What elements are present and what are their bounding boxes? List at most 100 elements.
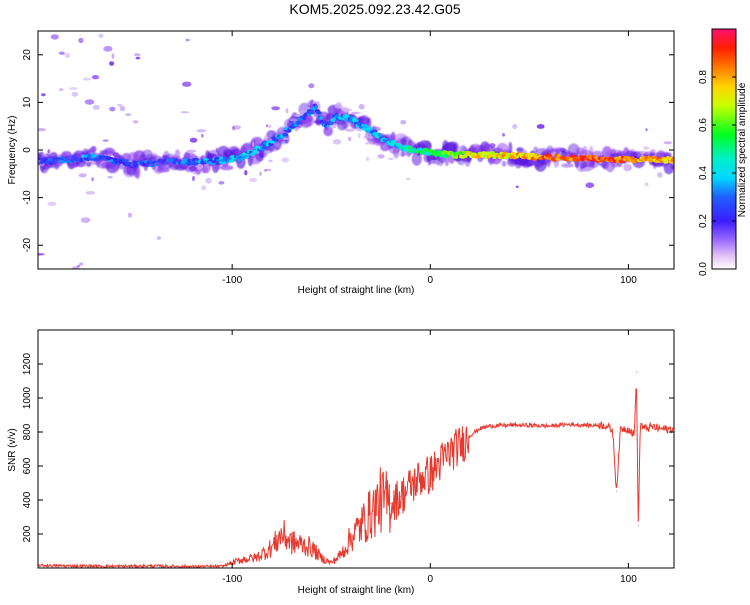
ridge-core-spot — [295, 121, 302, 125]
noise-spot — [266, 168, 272, 172]
snr-y-tick-label: 800 — [22, 423, 33, 440]
noise-spot — [299, 110, 306, 115]
noise-spot — [400, 119, 407, 125]
noise-spot — [180, 111, 190, 114]
snr-y-tick-label: 1200 — [22, 352, 33, 375]
noise-spot — [201, 133, 204, 138]
noise-spot — [109, 61, 115, 66]
ridge-core-spot — [319, 119, 325, 124]
ridge-core-spot — [91, 153, 97, 157]
noise-spot — [186, 149, 197, 153]
snr-point — [659, 428, 661, 430]
noise-spot — [335, 102, 342, 105]
snr-point — [469, 434, 471, 436]
colorbar: 0.0 0.2 0.4 0.6 0.8 Normalized spectral ampl… — [698, 28, 748, 276]
colorbar-tick-label: 0.2 — [698, 214, 709, 228]
colorbar-tick-label: 0.8 — [698, 70, 709, 84]
snr-plot-area — [38, 330, 674, 568]
noise-spot — [117, 103, 123, 107]
snr-point — [667, 428, 669, 430]
noise-spot — [348, 136, 352, 142]
ridge-halo-spot — [201, 161, 211, 174]
snr-point — [380, 499, 382, 501]
noise-spot — [358, 103, 365, 110]
snr-y-tick-label: 600 — [22, 457, 33, 474]
noise-spot — [259, 171, 262, 176]
ridge-core-spot — [302, 116, 307, 121]
snr-point — [360, 524, 362, 527]
noise-spot — [111, 53, 115, 59]
snr-point — [320, 557, 322, 559]
snr-point — [221, 565, 223, 567]
ridge-core-spot — [454, 155, 459, 159]
ridge-core-spot — [149, 159, 153, 164]
ridge-core-spot — [113, 157, 118, 162]
noise-spot — [232, 125, 235, 131]
noise-spot — [102, 139, 109, 142]
snr-point — [615, 490, 618, 493]
snr-point — [479, 428, 481, 430]
noise-spot — [84, 99, 95, 105]
noise-spot — [244, 170, 248, 176]
noise-spot — [76, 264, 81, 268]
noise-spot — [643, 146, 649, 150]
noise-spot — [365, 142, 370, 145]
noise-spot — [312, 101, 319, 105]
snr-point — [548, 425, 550, 427]
spectrogram-y-tick-label: -10 — [22, 190, 33, 205]
noise-spot — [58, 51, 65, 55]
ridge-core-spot — [261, 145, 269, 150]
ridge-core-spot — [282, 132, 289, 137]
noise-spot — [357, 133, 361, 139]
noise-spot — [332, 139, 342, 145]
snr-y-tick-label: 1000 — [22, 386, 33, 409]
ridge-halo-spot — [219, 165, 234, 171]
snr-point — [390, 502, 392, 504]
noise-spot — [334, 103, 343, 109]
ridge-halo-spot — [103, 147, 116, 157]
ridge-halo-spot — [304, 114, 314, 127]
spectrogram-x-tick-label: 100 — [620, 275, 637, 286]
ridge-core-spot — [132, 163, 139, 168]
snr-x-axis-label: Height of straight line (km) — [298, 585, 415, 596]
snr-point — [604, 424, 606, 426]
noise-spot — [119, 105, 126, 112]
noise-spot — [218, 181, 225, 185]
noise-spot — [127, 212, 133, 218]
snr-point — [271, 547, 273, 549]
spectrogram-y-tick-label: 10 — [22, 96, 33, 108]
noise-spot — [38, 128, 47, 132]
ridge-core-spot — [352, 118, 359, 123]
colorbar-ticks: 0.0 0.2 0.4 0.6 0.8 — [698, 70, 736, 276]
snr-x-tick-label: 0 — [428, 574, 434, 585]
noise-spot — [107, 175, 113, 179]
ridge-halo-spot — [411, 152, 422, 166]
noise-spot — [249, 177, 258, 183]
snr-point — [509, 424, 511, 426]
ridge-core-spot — [229, 159, 235, 163]
snr-point — [489, 425, 491, 427]
snr-point — [73, 565, 75, 567]
noise-spot — [644, 182, 649, 187]
noise-spot — [264, 150, 271, 154]
noise-spot — [345, 128, 355, 132]
noise-spot — [582, 167, 592, 172]
ridge-halo-spot — [90, 145, 97, 153]
ridge-halo-spot — [390, 131, 396, 142]
ridge-core-spot — [308, 110, 315, 115]
ridge-halo-spot — [650, 149, 656, 154]
noise-spot — [47, 201, 57, 206]
snr-point — [429, 473, 431, 476]
ridge-core-spot — [396, 142, 401, 147]
ridge-core-spot — [377, 132, 382, 137]
noise-spot — [585, 182, 595, 188]
ridge-core-spot — [252, 149, 259, 154]
snr-point — [112, 565, 114, 567]
ridge-halo-spot — [508, 141, 513, 154]
snr-point — [639, 422, 641, 425]
noise-spot — [502, 133, 505, 137]
ridge-core-spot — [125, 159, 129, 163]
snr-point — [300, 543, 303, 545]
